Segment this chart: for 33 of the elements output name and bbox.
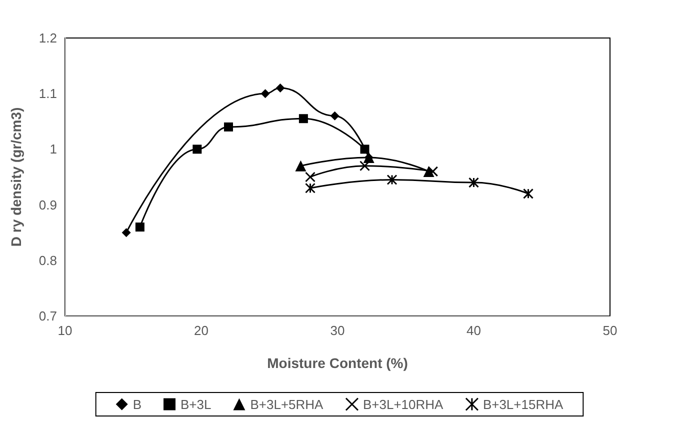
point [192,144,202,154]
y-tick-label: 1.1 [38,86,57,102]
point [386,174,398,186]
x-tick-label: 40 [466,323,481,338]
x-tick-label: 50 [602,323,618,338]
y-tick-label: 1 [50,142,57,157]
legend-label: B+3L+10RHA [362,396,444,412]
x-tick-label: 20 [194,323,208,338]
point [523,188,534,199]
point [360,160,370,172]
y-axis-title: D ry density (gr/cm3) [8,107,24,247]
point [260,89,270,98]
point [298,114,308,124]
y-tick-label: 0.9 [38,197,57,212]
legend-label: B+3L+15RHA [482,396,564,412]
y-tick-label: 0.8 [38,252,57,268]
x-tick-label: 10 [58,323,72,338]
point [360,144,370,154]
legend-label: B+3L+5RHA [250,396,324,412]
point [122,228,131,238]
point [428,166,438,177]
point [295,160,306,172]
legend-label: B [132,396,142,412]
point [135,222,144,232]
point [468,177,479,188]
y-tick-label: 0.7 [38,308,57,324]
y-tick-label: 1.2 [38,30,57,46]
x-tick-label: 30 [330,323,345,338]
legend-label: B+3L [180,396,212,412]
point [276,84,285,93]
point [224,122,233,132]
point [330,111,340,120]
x-axis-title: Moisture Content (%) [267,355,408,371]
